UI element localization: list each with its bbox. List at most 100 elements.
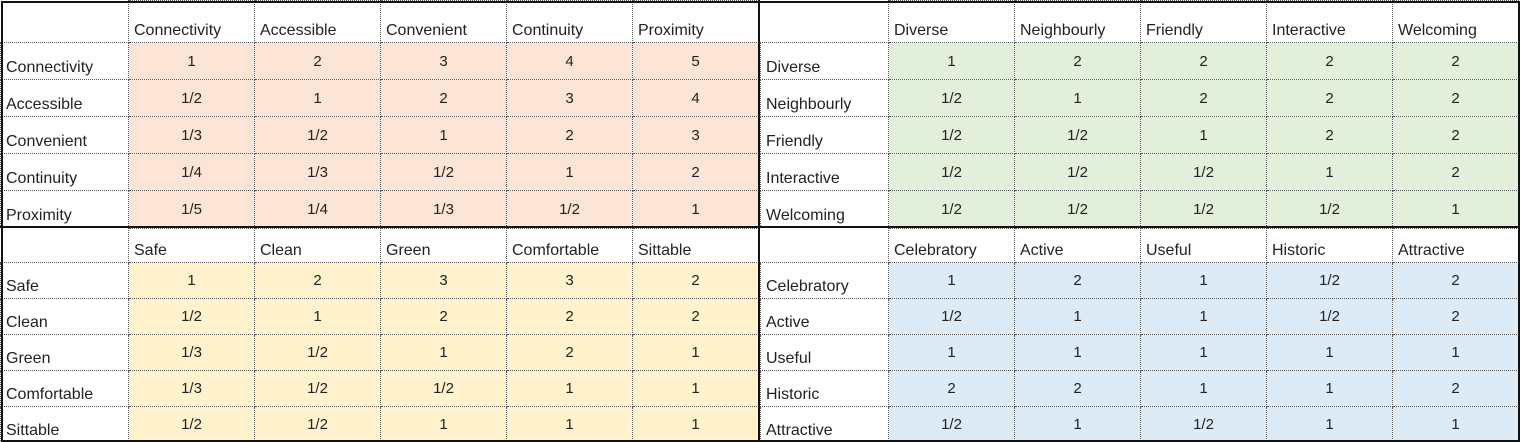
matrix-cell: 1/2 <box>254 116 381 154</box>
matrix-cell: 2 <box>1014 42 1141 80</box>
matrix-cell: 1 <box>888 262 1015 299</box>
matrix-cell: 1/3 <box>128 370 255 407</box>
matrix-cell: 1 <box>506 406 633 442</box>
matrix-cell: 1 <box>1392 190 1519 228</box>
matrix-cell: 2 <box>1266 116 1393 154</box>
column-header: Useful <box>1140 228 1267 263</box>
matrix-cell: 1 <box>1140 116 1267 154</box>
row-label: Celebratory <box>760 262 889 299</box>
row-label: Sittable <box>0 406 129 442</box>
matrix-cell: 1/2 <box>1266 190 1393 228</box>
matrix-cell: 1 <box>1014 298 1141 335</box>
matrix-table: Safe Clean Green Comfortable Sittable Safe 1 2 3… <box>0 228 759 442</box>
matrix-cell: 3 <box>506 79 633 117</box>
matrix-cell: 1/2 <box>1014 190 1141 228</box>
matrix-cell: 2 <box>506 298 633 335</box>
matrix-cell: 1/2 <box>888 116 1015 154</box>
column-header: Continuity <box>506 0 633 43</box>
row-label: Green <box>0 334 129 371</box>
matrix-row: Neighbourly 1/2 1 2 2 2 <box>760 79 1519 117</box>
matrix-cell: 1 <box>1392 406 1519 442</box>
matrix-cell: 1/2 <box>254 334 381 371</box>
row-label: Continuity <box>0 153 129 191</box>
matrix-cell: 1/2 <box>1266 262 1393 299</box>
matrix-cell: 2 <box>380 79 507 117</box>
matrix-cell: 1/2 <box>1140 153 1267 191</box>
matrix-cell: 1 <box>888 334 1015 371</box>
matrix-row: Welcoming 1/2 1/2 1/2 1/2 1 <box>760 190 1519 228</box>
row-label: Attractive <box>760 406 889 442</box>
header-row: Celebratory Active Useful Historic Attractiv… <box>760 228 1519 263</box>
corner-cell <box>760 0 889 43</box>
matrix-row: Clean 1/2 1 2 2 2 <box>0 298 759 335</box>
matrix-cell: 2 <box>380 298 507 335</box>
matrix-row: Green 1/3 1/2 1 2 1 <box>0 334 759 371</box>
matrix-row: Useful 1 1 1 1 1 <box>760 334 1519 371</box>
row-label: Accessible <box>0 79 129 117</box>
matrix-cell: 1/2 <box>888 79 1015 117</box>
column-header: Safe <box>128 228 255 263</box>
divider <box>0 226 1520 228</box>
matrix-cell: 1/5 <box>128 190 255 228</box>
matrix-cell: 2 <box>1392 298 1519 335</box>
matrix-cell: 1 <box>1140 262 1267 299</box>
header-row: Safe Clean Green Comfortable Sittable <box>0 228 759 263</box>
matrix-cell: 1 <box>380 334 507 371</box>
matrix-cell: 1 <box>128 262 255 299</box>
row-label: Comfortable <box>0 370 129 407</box>
matrix-cell: 1/2 <box>1140 406 1267 442</box>
matrix-table: Connectivity Accessible Convenient Continui… <box>0 0 759 228</box>
row-label: Interactive <box>760 153 889 191</box>
matrix-cell: 1 <box>632 190 759 228</box>
matrix-cell: 1/4 <box>128 153 255 191</box>
matrix-row: Accessible 1/2 1 2 3 4 <box>0 79 759 117</box>
matrix-row: Active 1/2 1 1 1/2 2 <box>760 298 1519 335</box>
column-header: Diverse <box>888 0 1015 43</box>
matrix-cell: 1/2 <box>254 406 381 442</box>
divider <box>758 0 760 442</box>
matrix-cell: 3 <box>380 262 507 299</box>
matrix-cell: 1/2 <box>888 298 1015 335</box>
matrix-cell: 1/2 <box>380 370 507 407</box>
header-row: Connectivity Accessible Convenient Continui… <box>0 0 759 43</box>
matrix-row: Connectivity 1 2 3 4 5 <box>0 42 759 80</box>
matrix-cell: 2 <box>632 298 759 335</box>
matrix-cell: 2 <box>888 370 1015 407</box>
matrix-cell: 1/2 <box>888 190 1015 228</box>
matrix-cell: 2 <box>254 262 381 299</box>
matrix-row: Continuity 1/4 1/3 1/2 1 2 <box>0 153 759 191</box>
matrix-cell: 2 <box>506 116 633 154</box>
matrix-cell: 1/2 <box>1014 153 1141 191</box>
matrix-cell: 1 <box>128 42 255 80</box>
matrix-cell: 2 <box>254 42 381 80</box>
matrix-cell: 1/2 <box>1014 116 1141 154</box>
matrix-cell: 1 <box>254 79 381 117</box>
row-label: Active <box>760 298 889 335</box>
matrix-cell: 2 <box>1014 262 1141 299</box>
matrix-cell: 5 <box>632 42 759 80</box>
matrix-cell: 4 <box>506 42 633 80</box>
matrix-cell: 1 <box>1266 406 1393 442</box>
matrix-row: Convenient 1/3 1/2 1 2 3 <box>0 116 759 154</box>
matrix-cell: 1/3 <box>128 334 255 371</box>
column-header: Proximity <box>632 0 759 43</box>
matrix-cell: 1 <box>1392 334 1519 371</box>
row-label: Friendly <box>760 116 889 154</box>
matrix-cell: 1/3 <box>254 153 381 191</box>
matrix-cell: 1 <box>1014 334 1141 371</box>
column-header: Interactive <box>1266 0 1393 43</box>
matrix-cell: 1 <box>1014 406 1141 442</box>
row-label: Historic <box>760 370 889 407</box>
corner-cell <box>0 228 129 263</box>
matrix-cell: 2 <box>632 153 759 191</box>
matrix-cell: 1 <box>632 406 759 442</box>
matrix-table: Celebratory Active Useful Historic Attractiv… <box>760 228 1519 442</box>
matrix-cell: 2 <box>1392 42 1519 80</box>
matrix-cell: 1 <box>888 42 1015 80</box>
matrix-row: Diverse 1 2 2 2 2 <box>760 42 1519 80</box>
matrix-cell: 2 <box>1140 79 1267 117</box>
row-label: Safe <box>0 262 129 299</box>
matrix-cell: 2 <box>1266 79 1393 117</box>
column-header: Celebratory <box>888 228 1015 263</box>
